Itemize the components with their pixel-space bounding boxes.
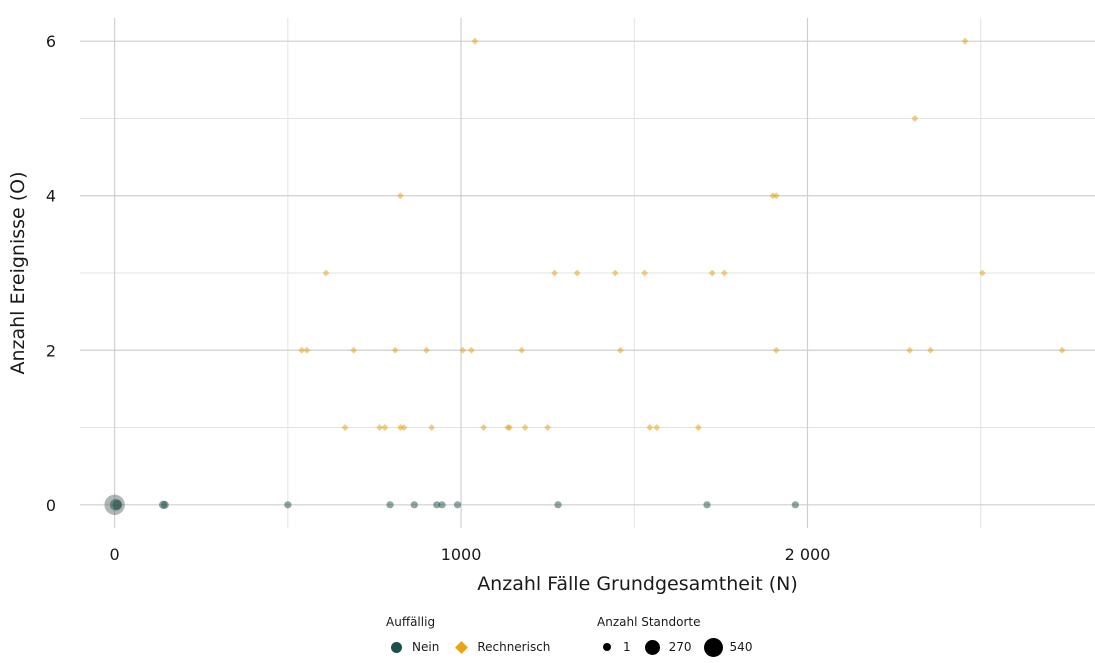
data-point-rechnerisch (350, 346, 358, 354)
legend-item-size-small: 1 (597, 637, 631, 657)
data-point-rechnerisch (544, 424, 552, 431)
y-tick-label: 4 (46, 187, 56, 206)
legend-key-nein (386, 637, 406, 657)
data-point-rechnerisch (653, 424, 661, 431)
legend-item-size-large: 540 (704, 637, 753, 657)
data-point-nein (433, 501, 441, 509)
legend-color-title: Auffällig (386, 615, 436, 629)
data-point-rechnerisch (1058, 346, 1066, 354)
data-point-nein (410, 501, 418, 509)
data-point-nein (284, 501, 292, 509)
x-tick-label: 1000 (441, 545, 482, 564)
legend-size-title: Anzahl Standorte (597, 615, 701, 629)
data-point-rechnerisch (468, 346, 475, 354)
data-point-rechnerisch (720, 269, 728, 277)
data-point-rechnerisch (341, 424, 349, 431)
data-point-nein (453, 501, 462, 509)
data-point-rechnerisch (911, 115, 919, 122)
data-point-rechnerisch (459, 346, 467, 354)
data-point-rechnerisch (400, 424, 408, 431)
data-point-rechnerisch (521, 424, 529, 431)
data-point-nein (386, 501, 394, 509)
data-point-nein (112, 499, 123, 510)
data-point-rechnerisch (480, 424, 487, 431)
legend-size-group: Anzahl Standorte 1 270 540 (597, 615, 764, 657)
legend: Auffällig Nein Rechnerisch Anzahl Stando… (380, 615, 820, 663)
legend-label-size-small: 1 (623, 640, 631, 654)
data-point-rechnerisch (518, 346, 526, 354)
data-point-rechnerisch (423, 346, 430, 354)
legend-item-size-medium: 270 (643, 637, 692, 657)
data-point-rechnerisch (303, 346, 311, 354)
y-tick-label: 0 (46, 496, 56, 515)
data-point-rechnerisch (397, 192, 404, 200)
data-point-nein (160, 500, 169, 509)
data-point-rechnerisch (376, 424, 384, 431)
data-point-rechnerisch (961, 37, 969, 45)
data-point-rechnerisch (772, 192, 780, 200)
x-axis-title: Anzahl Fälle Grundgesamtheit (N) (477, 573, 798, 595)
legend-key-size-large (704, 637, 724, 657)
legend-label-nein: Nein (412, 640, 440, 654)
data-point-rechnerisch (617, 346, 624, 354)
y-axis-title: Anzahl Ereignisse (O) (7, 171, 29, 374)
legend-key-size-small (597, 637, 617, 657)
legend-label-rechnerisch: Rechnerisch (477, 640, 551, 654)
data-point-rechnerisch (646, 424, 654, 431)
scatter-chart: 0 2 4 6 0 1000 2 000 Anzahl Fälle Grundgesamthe… (7, 18, 1095, 595)
y-tick-label: 2 (46, 341, 56, 360)
legend-color-group: Auffällig Nein Rechnerisch (386, 615, 562, 657)
data-point-rechnerisch (506, 424, 513, 431)
data-point-rechnerisch (694, 424, 702, 431)
data-point-rechnerisch (641, 269, 649, 277)
data-point-rechnerisch (906, 346, 914, 354)
y-tick-label: 6 (46, 32, 56, 51)
data-point-rechnerisch (471, 37, 479, 45)
legend-key-size-medium (643, 637, 663, 657)
data-point-rechnerisch (979, 269, 986, 277)
data-point-rechnerisch (708, 269, 716, 277)
data-point-nein (703, 501, 711, 509)
legend-label-size-large: 540 (729, 640, 753, 654)
data-point-rechnerisch (772, 346, 780, 354)
data-point-rechnerisch (381, 424, 389, 431)
data-point-rechnerisch (927, 346, 934, 354)
data-point-rechnerisch (611, 269, 619, 277)
data-point-nein (791, 501, 799, 509)
data-point-rechnerisch (769, 192, 777, 200)
legend-item-rechnerisch: Rechnerisch (451, 637, 550, 657)
data-point-nein (438, 501, 446, 509)
data-point-rechnerisch (573, 269, 581, 277)
data-point-rechnerisch (428, 424, 436, 431)
legend-key-rechnerisch (451, 637, 471, 657)
data-point-rechnerisch (298, 346, 306, 354)
data-point-rechnerisch (397, 424, 404, 431)
data-point-rechnerisch (551, 269, 558, 277)
data-point-rechnerisch (391, 346, 399, 354)
x-tick-label: 0 (110, 545, 120, 564)
data-point-rechnerisch (322, 269, 330, 277)
data-point-nein (554, 501, 562, 509)
x-tick-label: 2 000 (785, 545, 831, 564)
legend-item-nein: Nein (386, 637, 439, 657)
legend-label-size-medium: 270 (668, 640, 692, 654)
